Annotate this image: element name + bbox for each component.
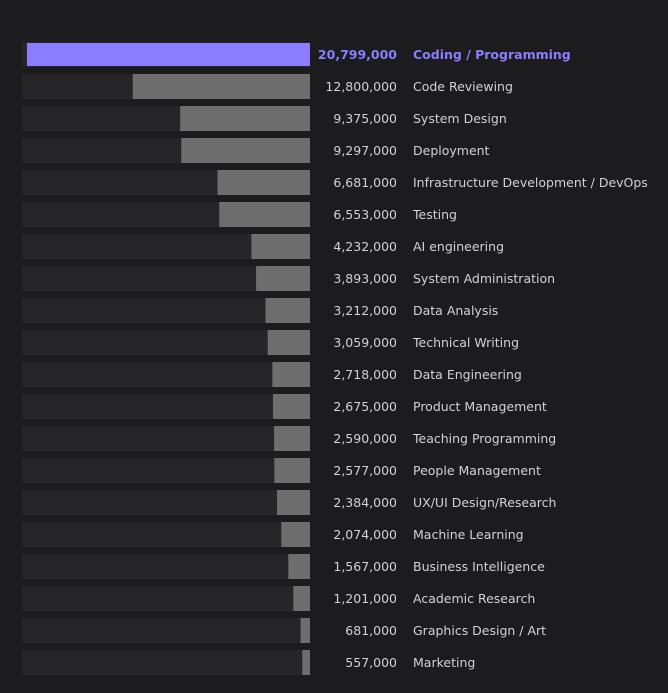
value-label-teaching-programming: 2,590,000 [333, 431, 397, 446]
value-label-infrastructure-development-devops: 6,681,000 [333, 175, 397, 190]
value-label-people-management: 2,577,000 [333, 463, 397, 478]
bar-data-analysis [265, 298, 310, 323]
bar-code-reviewing [132, 74, 310, 99]
bar-teaching-programming [274, 426, 310, 451]
category-label-data-engineering: Data Engineering [413, 367, 522, 382]
category-label-product-management: Product Management [413, 399, 547, 414]
value-label-product-management: 2,675,000 [333, 399, 397, 414]
bar-track-business-intelligence [22, 554, 310, 579]
bar-row-testing: 6,553,000 Testing [22, 202, 457, 227]
bar-machine-learning [281, 522, 310, 547]
bar-product-management [272, 394, 310, 419]
value-label-machine-learning: 2,074,000 [333, 527, 397, 542]
value-label-deployment: 9,297,000 [333, 143, 397, 158]
bar-coding-programming [27, 43, 310, 66]
bar-track-data-analysis [22, 298, 310, 323]
bar-row-teaching-programming: 2,590,000 Teaching Programming [22, 426, 556, 451]
category-label-data-analysis: Data Analysis [413, 303, 498, 318]
bar-system-administration [256, 266, 310, 291]
category-label-teaching-programming: Teaching Programming [412, 431, 556, 446]
bar-data-engineering [272, 362, 310, 387]
value-label-data-engineering: 2,718,000 [333, 367, 397, 382]
value-label-ai-engineering: 4,232,000 [333, 239, 397, 254]
bar-track-data-engineering [22, 362, 310, 387]
category-label-machine-learning: Machine Learning [413, 527, 524, 542]
bar-row-deployment: 9,297,000 Deployment [22, 138, 490, 163]
value-label-graphics-design-art: 681,000 [345, 623, 397, 638]
value-label-testing: 6,553,000 [333, 207, 397, 222]
bar-ux-ui-design-research [276, 490, 310, 515]
category-label-marketing: Marketing [413, 655, 475, 670]
bar-row-data-engineering: 2,718,000 Data Engineering [22, 362, 522, 387]
bar-row-academic-research: 1,201,000 Academic Research [22, 586, 535, 611]
value-label-marketing: 557,000 [345, 655, 397, 670]
bar-marketing [302, 650, 310, 675]
bar-track-academic-research [22, 586, 310, 611]
bar-row-data-analysis: 3,212,000 Data Analysis [22, 298, 498, 323]
bar-track-technical-writing [22, 330, 310, 355]
category-label-ai-engineering: AI engineering [413, 239, 504, 254]
bar-track-machine-learning [22, 522, 310, 547]
bar-testing [219, 202, 310, 227]
value-label-ux-ui-design-research: 2,384,000 [333, 495, 397, 510]
value-label-academic-research: 1,201,000 [333, 591, 397, 606]
bar-row-ux-ui-design-research: 2,384,000 UX/UI Design/Research [22, 490, 556, 515]
category-label-ux-ui-design-research: UX/UI Design/Research [413, 495, 556, 510]
bar-row-system-administration: 3,893,000 System Administration [22, 266, 555, 291]
value-label-coding-programming: 20,799,000 [318, 47, 397, 62]
value-label-data-analysis: 3,212,000 [333, 303, 397, 318]
category-label-business-intelligence: Business Intelligence [413, 559, 545, 574]
category-label-code-reviewing: Code Reviewing [413, 79, 513, 94]
value-label-system-administration: 3,893,000 [333, 271, 397, 286]
bar-row-system-design: 9,375,000 System Design [22, 106, 507, 131]
bar-row-infrastructure-development-devops: 6,681,000 Infrastructure Development / De… [22, 170, 648, 195]
bar-track-marketing [22, 650, 310, 675]
bar-graphics-design-art [300, 618, 310, 643]
value-label-business-intelligence: 1,567,000 [333, 559, 397, 574]
bar-row-product-management: 2,675,000 Product Management [22, 394, 547, 419]
category-label-coding-programming: Coding / Programming [413, 47, 571, 62]
bar-row-people-management: 2,577,000 People Management [22, 458, 541, 483]
bar-deployment [181, 138, 310, 163]
bar-track-product-management [22, 394, 310, 419]
bar-track-ux-ui-design-research [22, 490, 310, 515]
bar-row-business-intelligence: 1,567,000 Business Intelligence [22, 554, 545, 579]
bar-ai-engineering [251, 234, 310, 259]
category-label-academic-research: Academic Research [413, 591, 535, 606]
bar-technical-writing [267, 330, 310, 355]
category-label-system-administration: System Administration [413, 271, 555, 286]
bar-row-code-reviewing: 12,800,000 Code Reviewing [22, 74, 513, 99]
value-label-code-reviewing: 12,800,000 [325, 79, 397, 94]
category-label-system-design: System Design [413, 111, 507, 126]
bar-row-graphics-design-art: 681,000 Graphics Design / Art [22, 618, 546, 643]
bar-track-people-management [22, 458, 310, 483]
value-label-technical-writing: 3,059,000 [333, 335, 397, 350]
category-label-graphics-design-art: Graphics Design / Art [413, 623, 546, 638]
category-label-infrastructure-development-devops: Infrastructure Development / DevOps [413, 175, 648, 190]
bar-row-technical-writing: 3,059,000 Technical Writing [22, 330, 519, 355]
bar-track-teaching-programming [22, 426, 310, 451]
category-label-people-management: People Management [413, 463, 541, 478]
bar-academic-research [293, 586, 310, 611]
value-label-system-design: 9,375,000 [333, 111, 397, 126]
bar-people-management [274, 458, 310, 483]
bar-row-machine-learning: 2,074,000 Machine Learning [22, 522, 524, 547]
bar-system-design [180, 106, 310, 131]
bar-row-ai-engineering: 4,232,000 AI engineering [22, 234, 504, 259]
bar-business-intelligence [288, 554, 310, 579]
category-label-testing: Testing [412, 207, 457, 222]
category-label-deployment: Deployment [413, 143, 490, 158]
bar-infrastructure-development-devops [217, 170, 310, 195]
category-label-technical-writing: Technical Writing [412, 335, 519, 350]
bar-row-coding-programming: 20,799,000 Coding / Programming [22, 42, 571, 67]
bar-track-graphics-design-art [22, 618, 310, 643]
bar-row-marketing: 557,000 Marketing [22, 650, 475, 675]
